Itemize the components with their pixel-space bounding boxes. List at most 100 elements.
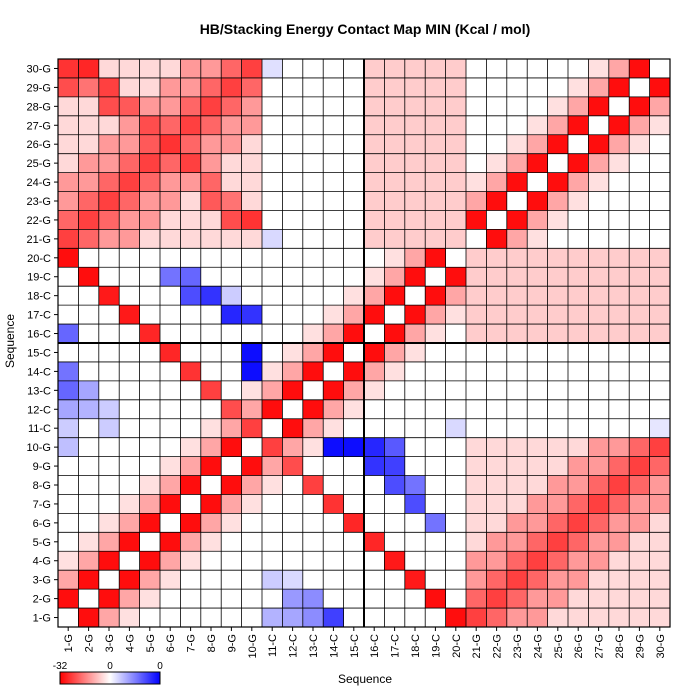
heatmap-cell	[445, 59, 466, 78]
heatmap-cell	[343, 305, 364, 325]
heatmap-cell	[466, 399, 487, 419]
heatmap-cell	[527, 172, 548, 192]
heatmap-cell	[160, 456, 181, 476]
heatmap-cell	[262, 267, 283, 287]
heatmap-cell	[302, 229, 324, 249]
heatmap-cell	[119, 494, 140, 514]
heatmap-cell	[629, 59, 650, 78]
heatmap-cell	[98, 380, 120, 400]
heatmap-cell	[180, 399, 201, 419]
heatmap-cell	[343, 77, 364, 97]
heatmap-cell	[466, 59, 487, 78]
heatmap-cell	[78, 134, 99, 154]
heatmap-cell	[649, 96, 670, 116]
heatmap-cell	[384, 399, 405, 419]
heatmap-cell	[608, 361, 630, 381]
heatmap-cell	[302, 248, 324, 268]
x-tick-label: 14-C	[328, 634, 340, 658]
heatmap-cell	[608, 343, 630, 362]
heatmap-cell	[323, 399, 344, 419]
heatmap-cell	[200, 475, 222, 495]
heatmap-cell	[58, 248, 79, 268]
heatmap-cell	[364, 494, 385, 514]
y-tick-label: 25-G	[27, 158, 51, 170]
heatmap-cell	[58, 210, 79, 230]
heatmap-cell	[364, 551, 385, 571]
heatmap-cell	[506, 248, 528, 268]
heatmap-cell	[302, 96, 324, 116]
heatmap-cell	[384, 305, 405, 325]
heatmap-cell	[466, 191, 487, 211]
heatmap-cell	[119, 248, 140, 268]
heatmap-cell	[384, 380, 405, 400]
heatmap-cell	[241, 153, 262, 173]
heatmap-cell	[323, 418, 344, 438]
heatmap-cell	[343, 153, 364, 173]
heatmap-cell	[78, 210, 99, 230]
heatmap-cell	[262, 399, 283, 419]
heatmap-cell	[527, 513, 548, 533]
heatmap-cell	[588, 570, 609, 590]
heatmap-cell	[323, 229, 344, 249]
heatmap-cell	[629, 532, 650, 552]
heatmap-cell	[486, 229, 507, 249]
heatmap-cell	[262, 115, 283, 135]
x-tick-label: 19-C	[430, 634, 442, 658]
heatmap-cell	[139, 229, 160, 249]
heatmap-cell	[466, 115, 487, 135]
heatmap-cell	[404, 343, 426, 362]
heatmap-cell	[241, 361, 262, 381]
heatmap-cell	[241, 96, 262, 116]
heatmap-cell	[364, 305, 385, 325]
x-tick-label: 7-G	[186, 634, 198, 652]
heatmap-cell	[486, 589, 507, 609]
heatmap-cell	[58, 77, 79, 97]
heatmap-cell	[506, 608, 528, 627]
heatmap-cell	[221, 608, 242, 627]
heatmap-cell	[221, 361, 242, 381]
heatmap-cell	[58, 513, 79, 533]
x-tick-label: 20-C	[451, 634, 463, 658]
heatmap-cell	[241, 589, 262, 609]
heatmap-cell	[58, 532, 79, 552]
heatmap-cell	[180, 172, 201, 192]
x-tick-label: 3-G	[104, 634, 116, 652]
heatmap-cell	[119, 532, 140, 552]
heatmap-cell	[506, 267, 528, 287]
heatmap-cell	[404, 608, 426, 627]
heatmap-cell	[608, 172, 630, 192]
heatmap-cell	[302, 115, 324, 135]
heatmap-cell	[608, 513, 630, 533]
heatmap-cell	[445, 229, 466, 249]
y-tick-label: 15-C	[27, 347, 51, 359]
heatmap-cell	[98, 286, 120, 306]
heatmap-cell	[486, 475, 507, 495]
heatmap-cell	[588, 248, 609, 268]
x-tick-label: 21-G	[471, 634, 483, 658]
heatmap-cell	[282, 361, 303, 381]
heatmap-cell	[425, 589, 446, 609]
heatmap-cell	[78, 343, 99, 362]
heatmap-cell	[547, 248, 568, 268]
heatmap-cell	[119, 210, 140, 230]
heatmap-cell	[98, 437, 120, 457]
heatmap-cell	[160, 286, 181, 306]
heatmap-cell	[323, 59, 344, 78]
x-tick-label: 30-G	[655, 634, 667, 658]
x-tick-label: 5-G	[145, 634, 157, 652]
heatmap-cell	[466, 286, 487, 306]
x-tick-label: 22-G	[492, 634, 504, 658]
heatmap-cell	[629, 324, 650, 343]
heatmap-cell	[384, 172, 405, 192]
heatmap-cell	[486, 77, 507, 97]
heatmap-cell	[323, 153, 344, 173]
heatmap-cell	[364, 115, 385, 135]
heatmap-cell	[445, 115, 466, 135]
heatmap-cell	[262, 248, 283, 268]
heatmap-cell	[302, 77, 324, 97]
heatmap-cell	[608, 551, 630, 571]
heatmap-cell	[221, 115, 242, 135]
heatmap-cell	[608, 418, 630, 438]
heatmap-cell	[608, 589, 630, 609]
heatmap-cell	[119, 380, 140, 400]
